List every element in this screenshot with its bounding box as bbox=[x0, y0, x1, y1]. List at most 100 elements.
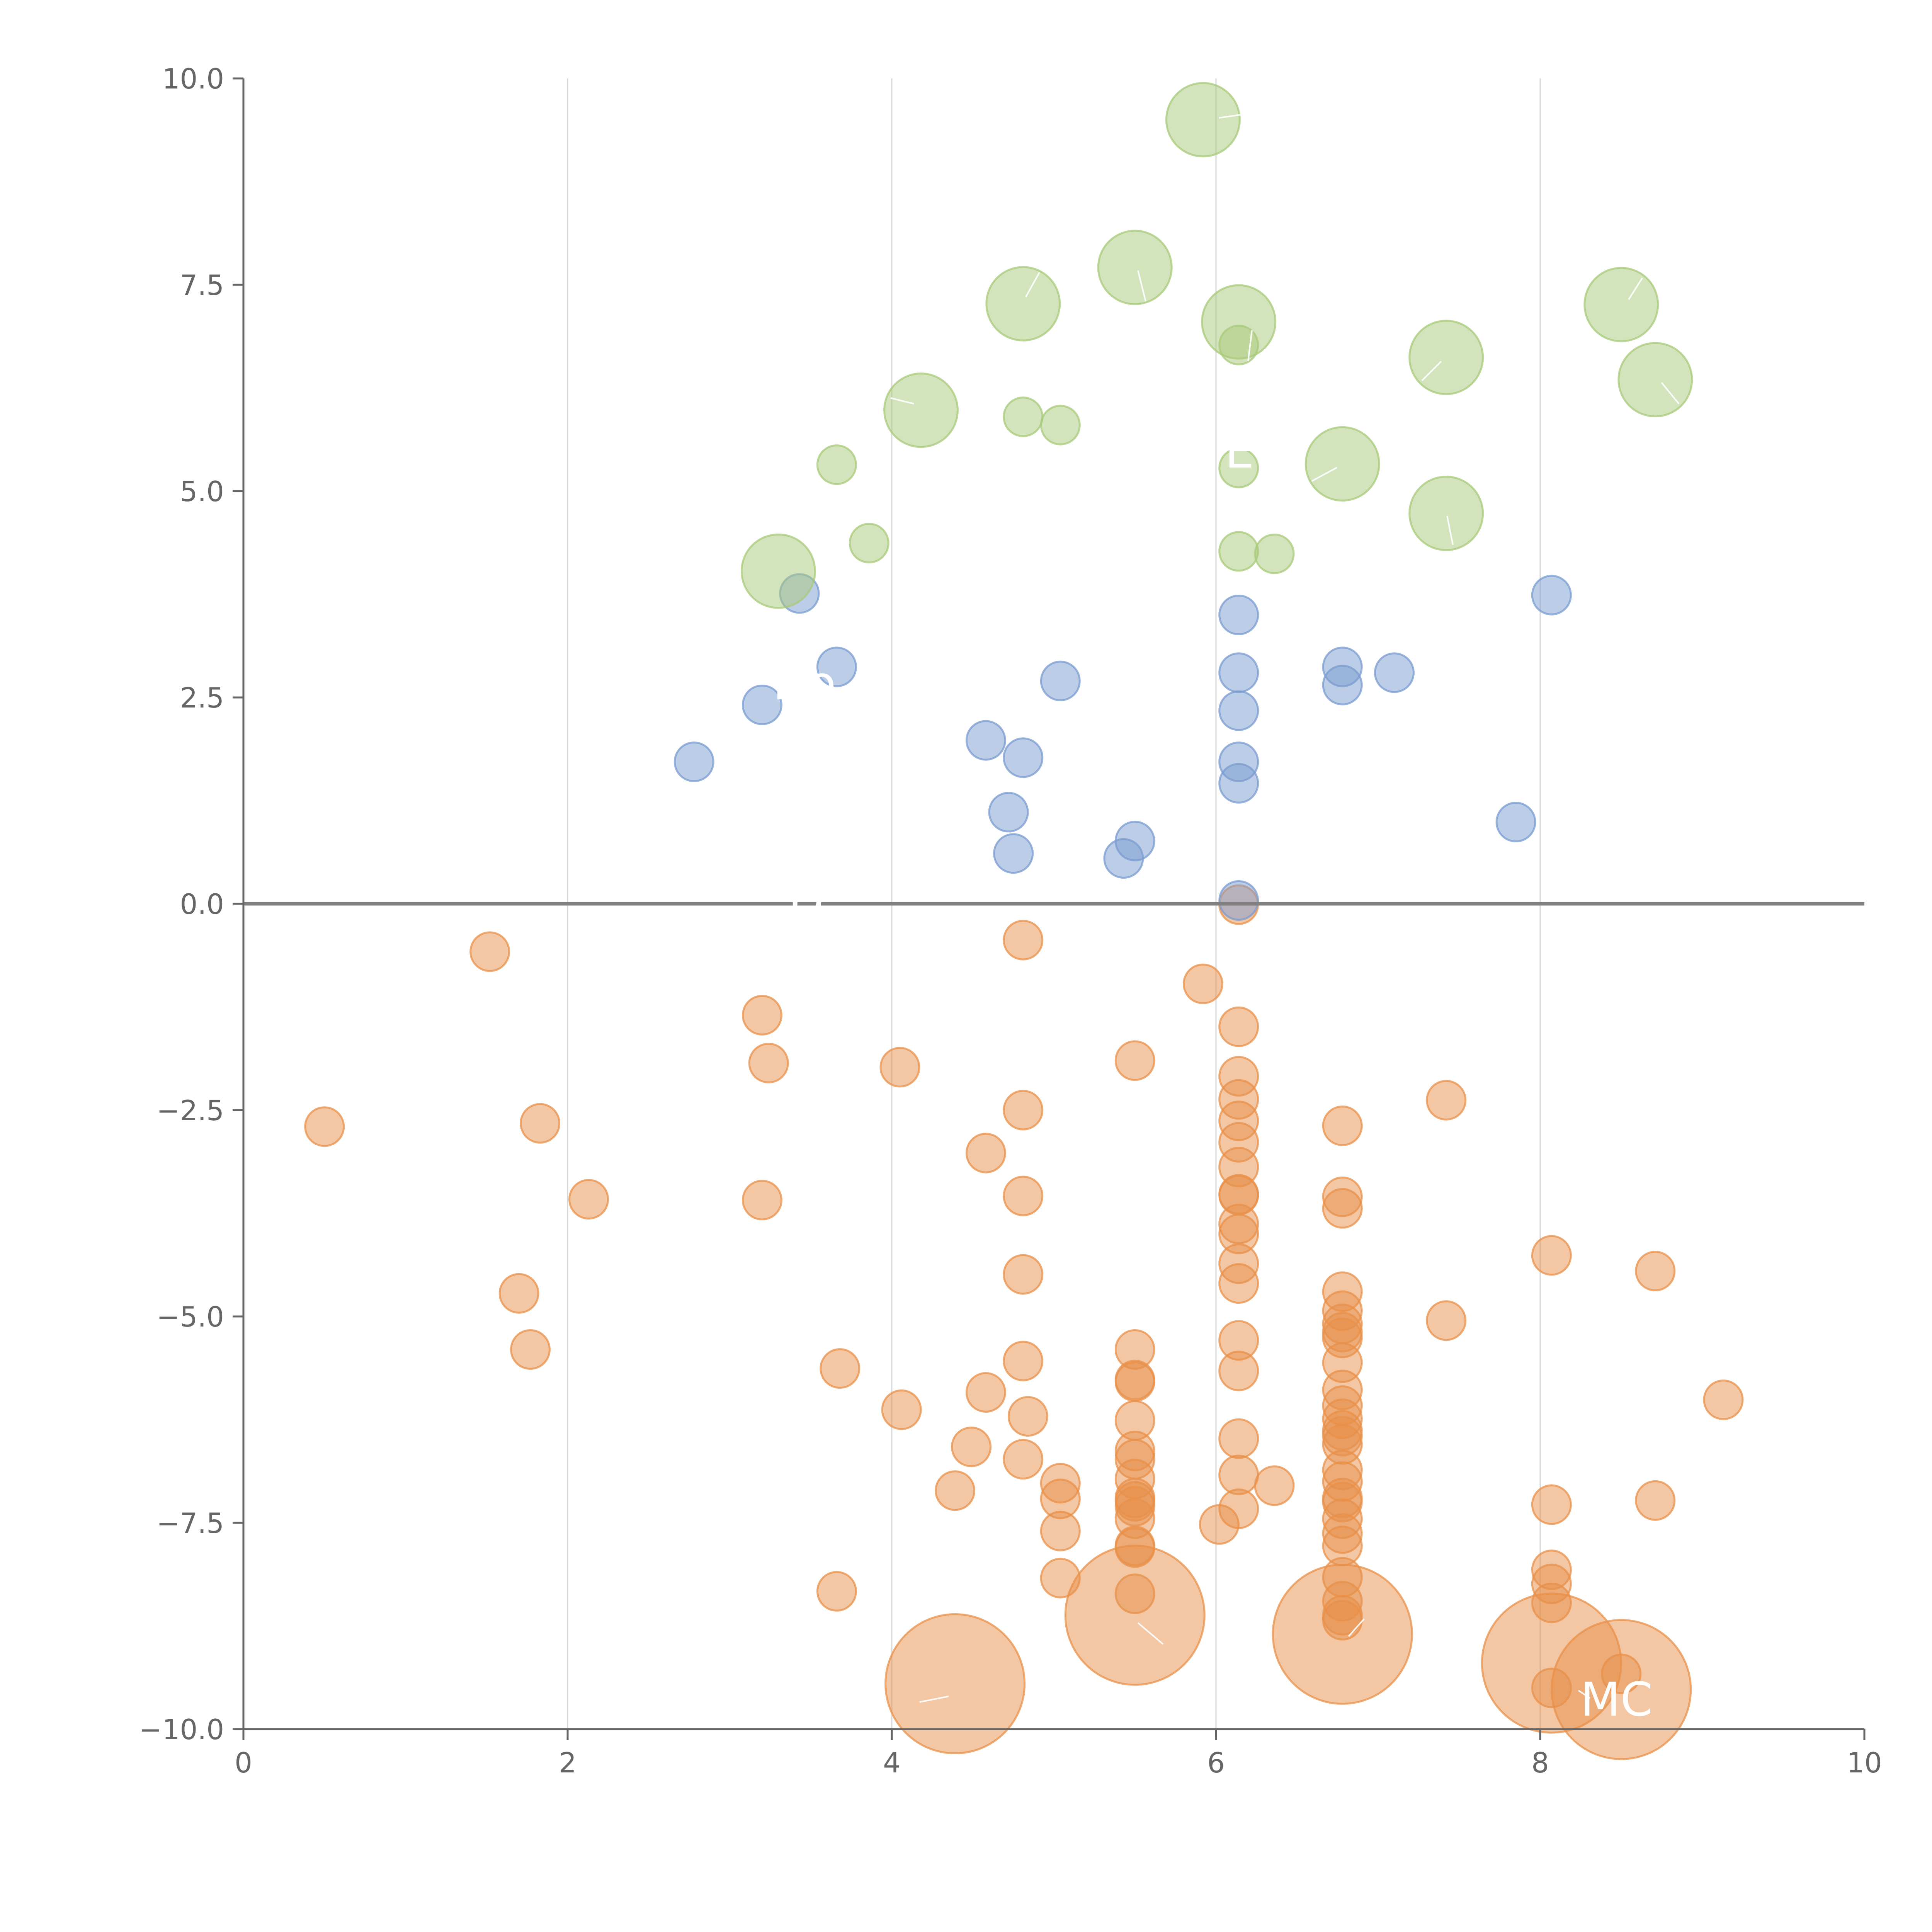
y-tick-label: 10.0 bbox=[162, 63, 224, 95]
orange-bubble bbox=[881, 1389, 922, 1430]
blue-bubble bbox=[816, 646, 857, 687]
x-tick-label: 8 bbox=[1531, 1747, 1549, 1779]
orange-bubble bbox=[951, 1426, 992, 1467]
orange-bubble bbox=[1635, 1480, 1676, 1521]
leader-line bbox=[1137, 270, 1146, 302]
orange-bubble bbox=[1114, 1361, 1155, 1402]
orange-bubble bbox=[1003, 1439, 1044, 1480]
orange-bubble bbox=[884, 1613, 1026, 1755]
leader-line bbox=[1025, 272, 1040, 297]
x-tick-label: 0 bbox=[235, 1747, 252, 1779]
orange-bubble bbox=[1322, 1188, 1363, 1229]
leader-line bbox=[1628, 277, 1643, 300]
orange-bubble bbox=[965, 1372, 1006, 1413]
orange-bubble bbox=[520, 1103, 561, 1144]
orange-bubble bbox=[1426, 1300, 1467, 1341]
orange-bubble bbox=[1218, 1418, 1259, 1459]
blue-bubble bbox=[1003, 737, 1044, 778]
green-bubble bbox=[1408, 476, 1484, 551]
orange-bubble bbox=[568, 1179, 609, 1220]
bubble-labels: Ho D E MC bbox=[773, 425, 1653, 1727]
blue-bubble bbox=[1040, 660, 1081, 701]
orange-bubble bbox=[1182, 963, 1223, 1004]
orange-bubble bbox=[510, 1329, 551, 1370]
orange-bubble bbox=[1531, 1484, 1572, 1525]
leader-line bbox=[1661, 382, 1680, 405]
y-tick-label: 5.0 bbox=[180, 475, 224, 508]
orange-bubble bbox=[1218, 1006, 1259, 1047]
axes: −10.0 −7.5 −5.0 −2.5 0.0 2.5 5.0 7.5 10.0 0 2 4 6 8 10 bbox=[139, 63, 1882, 1779]
leader-line bbox=[1137, 1622, 1164, 1645]
orange-bubble bbox=[742, 995, 782, 1036]
leader-line bbox=[1219, 113, 1247, 119]
orange-bubble bbox=[1531, 1235, 1572, 1276]
green-bubble bbox=[883, 372, 959, 448]
green-bubble bbox=[816, 444, 857, 485]
blue-bubble bbox=[1531, 575, 1572, 616]
blue-bubble bbox=[1495, 802, 1536, 843]
y-tick-label: −10.0 bbox=[139, 1713, 224, 1746]
blue-bubble bbox=[1218, 742, 1259, 782]
bubble-label: D bbox=[788, 875, 824, 929]
green-bubble bbox=[1617, 342, 1693, 418]
orange-bubble bbox=[742, 1180, 782, 1221]
green-bubble bbox=[1218, 531, 1259, 572]
x-tick-label: 4 bbox=[883, 1747, 901, 1779]
blue-bubble bbox=[673, 742, 714, 782]
orange-bubble bbox=[1003, 920, 1044, 961]
leader-line bbox=[1421, 361, 1442, 381]
green-bubble bbox=[1583, 267, 1659, 342]
orange-bubble bbox=[1218, 1488, 1259, 1529]
y-tick-label: −2.5 bbox=[156, 1094, 224, 1127]
orange-bubble bbox=[1272, 1563, 1413, 1705]
orange-bubble bbox=[879, 1047, 920, 1088]
orange-bubble bbox=[965, 1133, 1006, 1173]
blue-bubble bbox=[965, 720, 1006, 761]
orange-bubble bbox=[1003, 1254, 1044, 1295]
y-tick-label: 7.5 bbox=[180, 269, 224, 301]
orange-bubble bbox=[304, 1106, 345, 1147]
bubble-label: E bbox=[1225, 425, 1254, 479]
orange-bubble bbox=[1254, 1465, 1295, 1506]
leader-line bbox=[1446, 515, 1454, 545]
orange-bubble bbox=[1003, 1340, 1044, 1381]
blue-bubble bbox=[1218, 880, 1259, 921]
bubble-label: MC bbox=[1580, 1673, 1653, 1727]
orange-bubble bbox=[1007, 1396, 1048, 1437]
y-tick-label: −5.0 bbox=[156, 1301, 224, 1333]
orange-bubble bbox=[1703, 1379, 1744, 1420]
orange-bubble bbox=[1322, 1105, 1363, 1146]
leader-line bbox=[1311, 467, 1337, 482]
orange-bubble bbox=[469, 931, 510, 972]
orange-bubble bbox=[748, 1043, 789, 1083]
x-tick-label: 10 bbox=[1847, 1747, 1882, 1779]
y-tick-label: 2.5 bbox=[180, 682, 224, 714]
green-bubble bbox=[1408, 320, 1484, 395]
green-bubble bbox=[1003, 396, 1044, 437]
orange-bubble bbox=[935, 1470, 976, 1511]
green-bubble bbox=[1304, 426, 1380, 502]
blue-bubble bbox=[1218, 690, 1259, 731]
y-tick-label: 0.0 bbox=[180, 888, 224, 920]
orange-bubble bbox=[1426, 1080, 1467, 1121]
orange-bubble bbox=[1064, 1544, 1206, 1686]
blue-bubble bbox=[1218, 652, 1259, 693]
leader-line bbox=[1247, 330, 1253, 362]
green-bubble bbox=[740, 533, 816, 609]
bubble-layer bbox=[304, 82, 1744, 1760]
x-tick-label: 2 bbox=[559, 1747, 577, 1779]
green-bubble bbox=[1254, 533, 1295, 574]
leader-line bbox=[890, 397, 914, 405]
orange-bubble bbox=[1003, 1175, 1044, 1216]
green-bubble bbox=[1165, 82, 1241, 158]
green-bubble bbox=[849, 523, 889, 564]
y-tick-label: −7.5 bbox=[156, 1507, 224, 1539]
blue-bubble bbox=[988, 792, 1029, 833]
blue-bubble bbox=[1322, 646, 1363, 687]
blue-bubble bbox=[1114, 821, 1155, 862]
blue-bubble bbox=[742, 684, 782, 725]
leader-line bbox=[1348, 1618, 1365, 1637]
green-bubble bbox=[1201, 284, 1277, 360]
orange-bubble bbox=[1551, 1619, 1692, 1760]
